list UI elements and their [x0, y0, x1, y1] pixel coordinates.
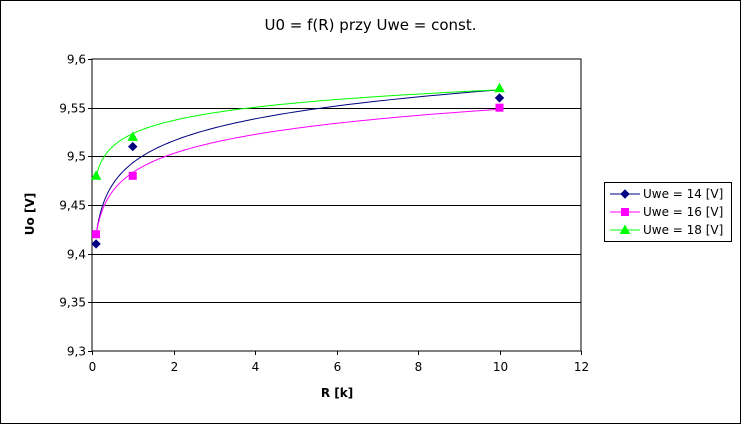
x-tick-label: 0 [89, 360, 97, 374]
y-tick-label: 9,55 [59, 102, 86, 116]
legend-label-series-3: Uwe = 18 [V] [643, 223, 724, 237]
legend-marker [619, 224, 631, 234]
y-axis-title: Uo [V] [23, 192, 37, 236]
legend-marker [621, 208, 629, 216]
data-point-series-2 [128, 171, 137, 180]
data-point-series-2 [495, 103, 504, 112]
x-tick-label: 10 [493, 360, 508, 374]
legend-item-series-1: Uwe = 14 [V] [605, 186, 731, 202]
legend-swatch-series-1 [610, 189, 640, 199]
data-point-series-3 [127, 131, 139, 141]
x-tick-label: 8 [415, 360, 423, 374]
x-axis-title: R [k] [320, 386, 354, 400]
y-tick-label: 9,4 [67, 248, 86, 262]
y-tick-label: 9,35 [59, 296, 86, 310]
legend-item-series-2: Uwe = 16 [V] [605, 204, 731, 220]
legend-swatch-series-3 [610, 224, 640, 234]
axis-layer [88, 59, 582, 355]
x-tick-label: 6 [334, 360, 342, 374]
grid-layer [91, 58, 582, 352]
legend-item-series-3: Uwe = 18 [V] [605, 222, 731, 238]
marker-layer [90, 82, 505, 249]
data-point-series-1 [494, 93, 505, 103]
x-tick-label: 4 [252, 360, 260, 374]
trendline-series-1 [95, 89, 500, 236]
data-point-series-1 [128, 141, 138, 152]
data-point-series-3 [494, 82, 505, 93]
legend: Uwe = 14 [V] Uwe = 16 [V] Uwe = 18 [V] [604, 182, 732, 242]
legend-marker [620, 189, 630, 199]
tick-label-layer: 9,3 9,35 9,4 9,45 9,5 9,55 9,6 0 2 4 6 8 10 12 [59, 53, 589, 375]
legend-label-series-1: Uwe = 14 [V] [643, 187, 724, 201]
data-point-series-2 [92, 230, 101, 239]
legend-swatch-series-2 [610, 208, 640, 216]
data-point-series-1 [91, 239, 101, 249]
legend-label-series-2: Uwe = 16 [V] [643, 205, 724, 219]
y-tick-label: 9,3 [67, 345, 86, 359]
y-tick-label: 9,45 [59, 199, 86, 213]
y-tick-label: 9,6 [67, 53, 86, 67]
y-tick-label: 9,5 [67, 150, 86, 164]
x-tick-label: 2 [171, 360, 179, 374]
x-tick-label: 12 [574, 360, 589, 374]
chart-title: U0 = f(R) przy Uwe = const. [264, 16, 477, 34]
data-point-series-3 [90, 170, 102, 180]
